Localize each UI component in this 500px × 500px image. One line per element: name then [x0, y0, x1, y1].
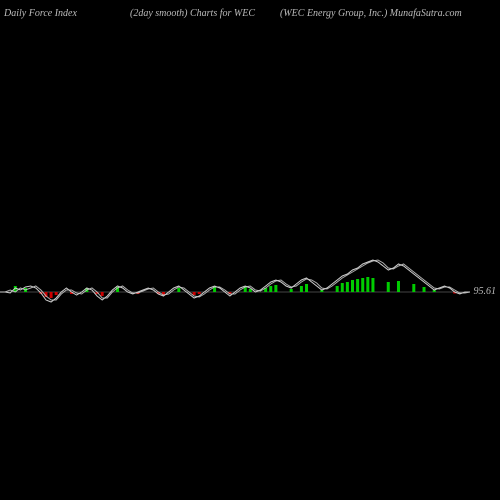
title-mid: (2day smooth) Charts for WEC — [130, 8, 255, 19]
value-label: 95.61 — [474, 286, 497, 297]
title-left: Daily Force Index — [4, 8, 77, 19]
chart-svg — [0, 30, 470, 500]
chart-area — [0, 30, 470, 500]
chart-header: Daily Force Index (2day smooth) Charts f… — [0, 8, 500, 28]
title-right: (WEC Energy Group, Inc.) MunafaSutra.com — [280, 8, 462, 19]
